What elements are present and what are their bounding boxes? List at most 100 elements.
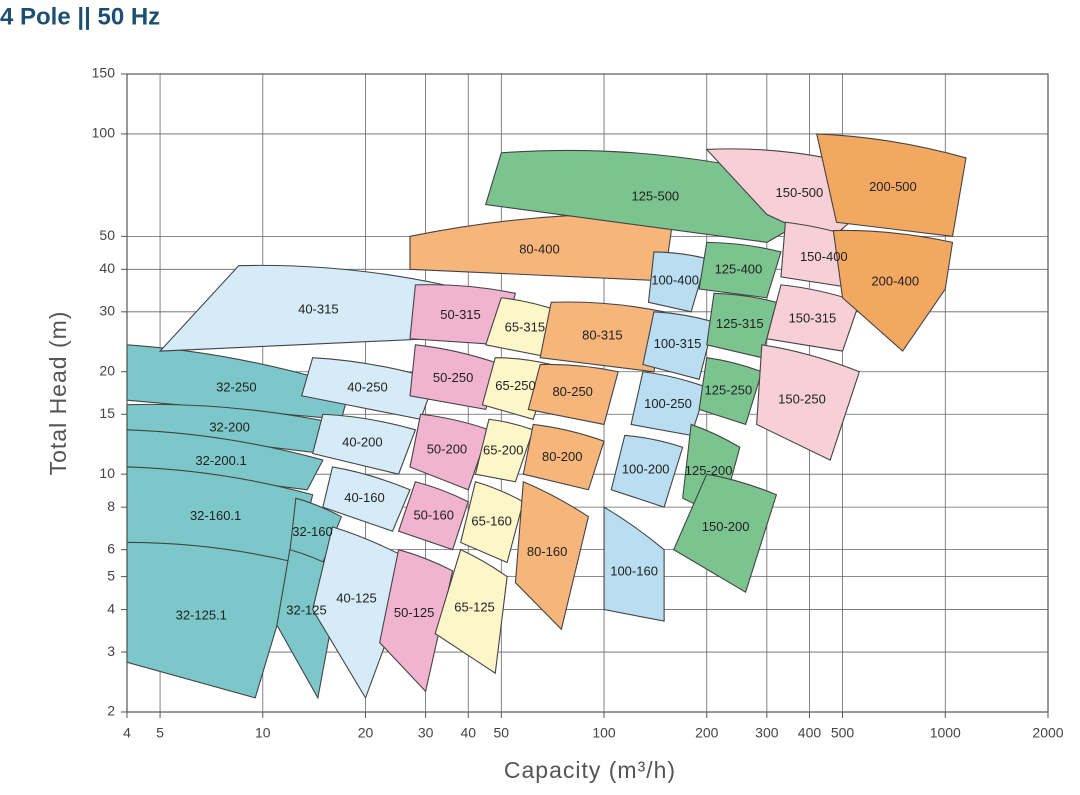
pump-region (603, 506, 665, 622)
region-label: 80-315 (582, 327, 622, 342)
x-tick-label: 400 (798, 725, 822, 741)
y-tick-label: 150 (92, 65, 116, 81)
labels: 32-250 32-200 32-200.1 32-160.1 32-125.1 32-1… (176, 179, 920, 623)
region-label: 40-160 (344, 490, 384, 505)
x-tick-label: 50 (494, 725, 510, 741)
region-label: 100-400 (651, 273, 699, 288)
x-tick-label: 300 (755, 725, 779, 741)
region-label: 150-400 (800, 249, 848, 264)
region-label: 40-250 (347, 379, 387, 394)
region-label: 50-160 (413, 508, 453, 523)
pump-region (311, 413, 417, 475)
region-label: 32-160 (292, 524, 332, 539)
x-tick-label: 5 (156, 725, 164, 741)
region-label: 125-500 (631, 188, 679, 203)
region-label: 50-250 (433, 370, 473, 385)
region-label: 50-125 (394, 605, 434, 620)
region-label: 100-250 (644, 396, 692, 411)
pump-region (409, 213, 675, 282)
pump-region (459, 481, 524, 564)
x-tick-label: 200 (695, 725, 719, 741)
x-tick-label: 100 (592, 725, 616, 741)
pump-region (300, 357, 436, 420)
region-label: 125-315 (716, 316, 764, 331)
pump-region (379, 548, 454, 693)
pump-region (647, 251, 708, 313)
y-tick-label: 40 (99, 260, 115, 276)
region-label: 200-500 (869, 179, 917, 194)
x-tick-label: 500 (831, 725, 855, 741)
region-label: 125-400 (715, 262, 763, 277)
pump-region (434, 548, 508, 675)
region-label: 80-250 (552, 384, 592, 399)
region-label: 32-125 (286, 602, 326, 617)
pump-region (672, 473, 778, 593)
pump-region (832, 229, 954, 352)
region-label: 50-315 (440, 307, 480, 322)
x-tick-label: 30 (418, 725, 434, 741)
pump-region (514, 480, 590, 631)
region-label: 32-125.1 (176, 608, 227, 623)
pump-region (756, 344, 861, 461)
x-tick-label: 4 (123, 725, 131, 741)
region-label: 80-160 (527, 544, 567, 559)
y-tick-label: 15 (99, 405, 115, 421)
region-label: 125-200 (685, 463, 733, 478)
region-label: 150-315 (789, 311, 837, 326)
y-tick-label: 2 (107, 703, 115, 719)
y-axis-label: Total Head (m) (45, 311, 71, 476)
y-tick-label: 8 (107, 498, 115, 514)
pump-region (698, 357, 763, 426)
region-label: 200-400 (871, 274, 919, 289)
x-tick-label: 1000 (930, 725, 961, 741)
y-tick-label: 5 (107, 567, 115, 583)
region-label: 32-160.1 (190, 508, 241, 523)
region-label: 32-200.1 (195, 453, 246, 468)
chart-title: 4 Pole || 50 Hz (0, 3, 160, 30)
region-label: 50-200 (427, 442, 467, 457)
x-tick-label: 20 (358, 725, 374, 741)
region-label: 32-200 (209, 420, 249, 435)
pump-region (642, 311, 715, 380)
region-label: 150-200 (702, 519, 750, 534)
region-label: 65-125 (454, 600, 494, 615)
pump-region (527, 363, 619, 426)
region-label: 100-160 (610, 563, 658, 578)
pump-region (397, 481, 469, 551)
x-tick-label: 10 (255, 725, 271, 741)
region-label: 80-200 (542, 449, 582, 464)
y-tick-label: 50 (99, 227, 115, 243)
y-tick-label: 10 (99, 465, 115, 481)
regions (126, 133, 967, 700)
plot-frame (126, 73, 1049, 713)
pump-region (610, 434, 684, 508)
region-label: 125-250 (704, 382, 752, 397)
region-label: 80-400 (519, 242, 559, 257)
pump-region (630, 371, 708, 437)
region-label: 65-315 (505, 319, 545, 334)
region-label: 150-250 (778, 392, 826, 407)
x-tick-label: 40 (460, 725, 476, 741)
region-label: 40-125 (336, 591, 376, 606)
pump-region (522, 423, 605, 491)
region-label: 65-160 (471, 514, 511, 529)
x-tick-label: 2000 (1032, 725, 1063, 741)
pump-region (698, 241, 782, 299)
region-label: 100-315 (654, 336, 702, 351)
region-label: 40-315 (298, 302, 338, 317)
region-label: 150-500 (776, 185, 824, 200)
x-axis-label: Capacity (m³/h) (504, 757, 676, 783)
region-label: 65-200 (483, 443, 523, 458)
y-tick-label: 6 (107, 540, 115, 556)
region-label: 40-200 (342, 434, 382, 449)
pump-region (322, 466, 411, 532)
y-tick-label: 4 (107, 600, 115, 616)
pump-region (766, 284, 861, 352)
y-tick-label: 100 (92, 125, 116, 141)
pump-region (816, 133, 967, 237)
y-tick-label: 20 (99, 362, 115, 378)
y-tick-label: 3 (107, 643, 115, 659)
region-label: 32-250 (216, 379, 256, 394)
region-label: 100-200 (622, 461, 670, 476)
